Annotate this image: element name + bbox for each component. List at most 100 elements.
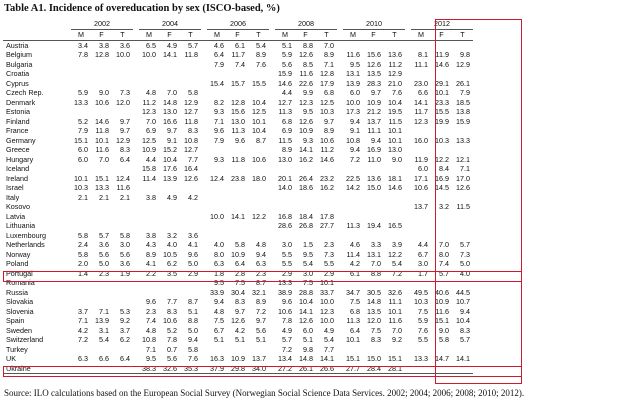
year-header-2010: 2010 <box>343 19 405 30</box>
value-cell: 6.7 <box>418 249 428 259</box>
value-cell: 12.8 <box>95 50 109 60</box>
value-cell <box>343 345 363 355</box>
value-cell: 8.3 <box>460 325 470 335</box>
table-row: Slovakia 9.6 7.7 8.7 9.4 8.3 8.9 9.6 10.4 10.0 7.5… <box>3 297 473 307</box>
value-cell: 5.2 <box>78 116 88 126</box>
sub-header-t: T <box>248 29 269 41</box>
value-cell: 11.9 <box>435 50 449 60</box>
value-cell <box>411 231 431 241</box>
value-cell: 9.7 <box>120 116 130 126</box>
value-cell: 17.0 <box>456 173 470 183</box>
value-cell <box>452 69 473 79</box>
country-name: Bulgaria <box>6 59 33 69</box>
year-header-2004: 2004 <box>139 19 201 30</box>
table-title: Table A1. Incidence of overeducation by … <box>4 3 280 14</box>
value-cell <box>71 221 91 231</box>
value-cell: 9.3 <box>303 135 313 145</box>
value-cell: 14.1 <box>299 306 313 316</box>
country-name: Italy <box>6 192 20 202</box>
value-cell: 11.6 <box>116 183 130 193</box>
value-cell: 28.4 <box>363 363 384 374</box>
value-cell: 7.5 <box>214 316 224 326</box>
value-cell: 13.0 <box>278 154 292 164</box>
table-row: Cyprus 15.4 15.7 15.5 14.6 22.6 17.9 13.9 28.3 21… <box>3 79 473 89</box>
value-cell: 10.3 <box>320 107 334 117</box>
value-cell: 4.8 <box>256 240 266 250</box>
value-cell <box>363 202 384 212</box>
value-cell <box>431 193 452 203</box>
value-cell: 18.0 <box>252 173 266 183</box>
value-cell <box>248 145 269 155</box>
value-cell: 10.3 <box>435 135 449 145</box>
value-cell: 28.8 <box>299 287 313 297</box>
value-cell <box>159 79 180 89</box>
value-cell <box>452 221 473 231</box>
value-cell: 7.6 <box>418 325 428 335</box>
value-cell: 5.9 <box>78 88 88 98</box>
value-cell: 2.9 <box>324 268 334 278</box>
sub-header-f: F <box>227 29 248 41</box>
value-cell: 3.2 <box>439 202 449 212</box>
sub-header-t: T <box>316 29 337 41</box>
country-name: Germany <box>6 135 36 145</box>
value-cell <box>180 69 201 79</box>
value-cell: 44.5 <box>456 287 470 297</box>
country-name: Iceland <box>6 164 30 174</box>
table-row: Croatia 15.9 11.6 12.8 13.1 13.5 12.9 <box>3 69 473 79</box>
value-cell: 10.9 <box>231 249 245 259</box>
value-cell: 2.3 <box>99 268 109 278</box>
sub-header-f: F <box>295 29 316 41</box>
value-cell: 8.9 <box>324 126 334 136</box>
value-cell <box>227 88 248 98</box>
value-cell <box>227 145 248 155</box>
value-cell: 32.6 <box>159 363 180 374</box>
value-cell <box>431 212 452 222</box>
value-cell <box>71 278 91 288</box>
value-cell: 10.9 <box>435 297 449 307</box>
value-cell: 11.3 <box>346 316 360 326</box>
value-cell: 15.1 <box>74 135 88 145</box>
value-cell: 11.1 <box>388 297 402 307</box>
value-cell: 9.5 <box>146 354 156 364</box>
value-cell <box>159 212 180 222</box>
source-note: Source: ILO calculations based on the Eu… <box>4 388 525 398</box>
year-header-2008: 2008 <box>275 19 337 30</box>
value-cell: 28.1 <box>384 363 405 374</box>
value-cell: 9.4 <box>350 116 360 126</box>
value-cell: 5.7 <box>188 40 198 50</box>
table-row: Lithuania 28.6 26.8 27.7 11.3 19.4 16.5 <box>3 221 473 231</box>
value-cell <box>411 193 431 203</box>
value-cell: 8.8 <box>303 40 313 50</box>
value-cell <box>71 79 91 89</box>
value-cell: 11.5 <box>278 135 292 145</box>
country-name: Romania <box>6 278 35 288</box>
value-cell <box>363 164 384 174</box>
value-cell: 6.5 <box>146 40 156 50</box>
value-cell <box>384 231 405 241</box>
value-cell: 7.1 <box>146 344 156 354</box>
value-cell: 16.6 <box>163 116 177 126</box>
value-cell <box>159 183 180 193</box>
value-cell: 12.6 <box>299 116 313 126</box>
value-cell: 13.6 <box>367 173 381 183</box>
value-cell: 4.4 <box>282 88 292 98</box>
value-cell: 6.4 <box>350 325 360 335</box>
table-row: Finland 5.2 14.6 9.7 7.0 16.6 11.8 7.1 13.0 10.1 6… <box>3 117 473 127</box>
value-cell: 2.3 <box>256 268 266 278</box>
value-cell <box>112 164 133 174</box>
table-row: Norway 5.8 5.6 5.6 8.9 10.5 9.6 8.0 10.9 9.4 5.5 9.… <box>3 250 473 260</box>
value-cell <box>295 202 316 212</box>
value-cell <box>431 278 452 288</box>
country-name: Luxembourg <box>6 230 46 240</box>
value-cell <box>207 345 227 355</box>
value-cell: 14.5 <box>435 183 449 193</box>
country-name: Czech Rep. <box>6 88 44 98</box>
value-cell <box>207 145 227 155</box>
value-cell: 5.7 <box>282 335 292 345</box>
value-cell: 7.7 <box>188 154 198 164</box>
value-cell: 5.8 <box>120 230 130 240</box>
value-cell: 10.1 <box>74 173 88 183</box>
value-cell: 7.5 <box>235 278 245 288</box>
value-cell: 30.4 <box>231 287 245 297</box>
value-cell <box>316 202 337 212</box>
